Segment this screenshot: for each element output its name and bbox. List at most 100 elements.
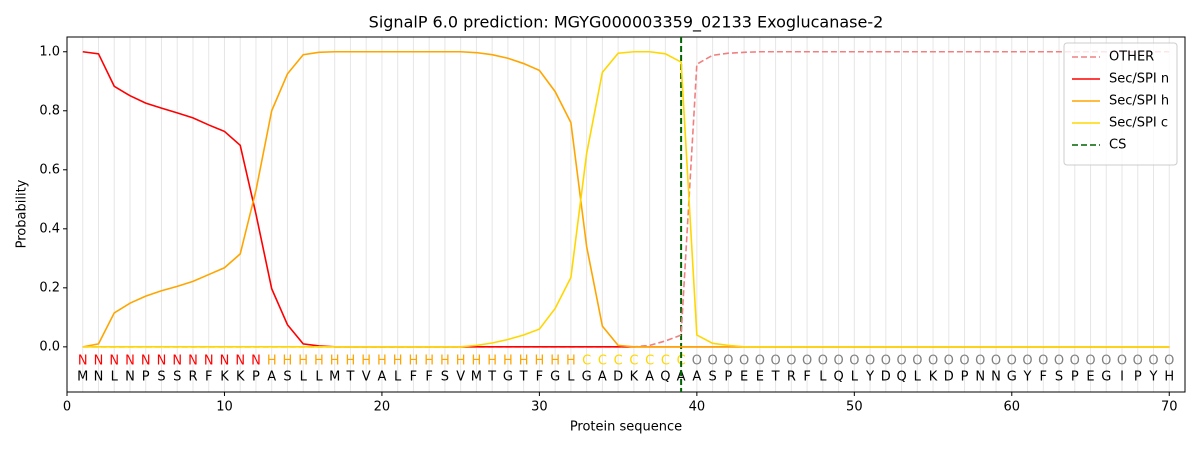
sequence-letter: R — [188, 370, 197, 385]
y-tick-label: 0.8 — [39, 103, 60, 118]
residue-label: O — [928, 354, 938, 369]
sequence-letter: E — [756, 370, 764, 385]
sequence-letter: Y — [1149, 370, 1158, 385]
legend-label: OTHER — [1109, 50, 1154, 65]
sequence-letter: A — [692, 370, 701, 385]
x-tick-label: 30 — [531, 400, 548, 415]
residue-label: O — [1007, 354, 1017, 369]
sequence-letter: F — [536, 370, 543, 385]
residue-label: O — [1101, 354, 1111, 369]
sequence-letter: F — [425, 370, 432, 385]
residue-label: N — [188, 354, 198, 369]
y-tick-label: 0.2 — [39, 280, 60, 295]
residue-label: H — [550, 354, 560, 369]
sequence-letter: T — [345, 370, 354, 385]
legend-label: Sec/SPI h — [1109, 94, 1169, 109]
residue-label: H — [535, 354, 545, 369]
residue-label: N — [251, 354, 261, 369]
residue-label: O — [818, 354, 828, 369]
residue-label: N — [204, 354, 214, 369]
sequence-letter: G — [582, 370, 592, 385]
x-tick-label: 0 — [63, 400, 71, 415]
residue-label: N — [125, 354, 135, 369]
sequence-letter: S — [157, 370, 165, 385]
sequence-letter: D — [881, 370, 891, 385]
residue-label: O — [1070, 354, 1080, 369]
residue-label: C — [661, 354, 670, 369]
residue-label: O — [723, 354, 733, 369]
residue-label: N — [157, 354, 167, 369]
sequence-letter: S — [708, 370, 716, 385]
y-tick-label: 1.0 — [39, 44, 60, 59]
residue-label: O — [802, 354, 812, 369]
sequence-letter: S — [283, 370, 291, 385]
residue-label: O — [833, 354, 843, 369]
residue-label: O — [786, 354, 796, 369]
legend-label: Sec/SPI n — [1109, 72, 1169, 87]
sequence-letter: K — [929, 370, 938, 385]
sequence-letter: R — [787, 370, 796, 385]
sequence-letter: N — [975, 370, 985, 385]
sequence-letter: D — [944, 370, 954, 385]
residue-label: N — [172, 354, 182, 369]
sequence-letter: N — [991, 370, 1001, 385]
x-axis-label: Protein sequence — [570, 420, 682, 435]
residue-label: N — [109, 354, 119, 369]
residue-label: O — [1038, 354, 1048, 369]
sequence-letter: S — [1055, 370, 1063, 385]
sequence-letter: Q — [833, 370, 843, 385]
residue-label: O — [849, 354, 859, 369]
sequence-letter: L — [914, 370, 922, 385]
sequence-letter: Q — [896, 370, 906, 385]
sequence-letter: P — [142, 370, 150, 385]
residue-label: O — [1022, 354, 1032, 369]
residue-label: O — [1117, 354, 1127, 369]
residue-label: H — [519, 354, 529, 369]
x-tick-label: 40 — [689, 400, 706, 415]
x-tick-label: 70 — [1161, 400, 1178, 415]
sequence-letter: G — [1007, 370, 1017, 385]
sequence-letter: L — [315, 370, 323, 385]
sequence-letter: L — [394, 370, 402, 385]
plot-frame — [66, 36, 1186, 393]
sequence-letter: M — [471, 370, 482, 385]
legend: OTHER Sec/SPI n Sec/SPI h Sec/SPI c CS — [1063, 42, 1178, 166]
residue-label: O — [896, 354, 906, 369]
x-tick-label: 60 — [1004, 400, 1021, 415]
residue-label: H — [424, 354, 434, 369]
sequence-letter: F — [410, 370, 417, 385]
sequence-letter: K — [236, 370, 245, 385]
sequence-letter: S — [441, 370, 449, 385]
sequence-letter: F — [205, 370, 212, 385]
sequence-letter: S — [173, 370, 181, 385]
sequence-letter: M — [77, 370, 88, 385]
residue-label: N — [235, 354, 245, 369]
residue-label: O — [912, 354, 922, 369]
sequence-letter: E — [1086, 370, 1094, 385]
chart-title: SignalP 6.0 prediction: MGYG000003359_02… — [369, 13, 884, 33]
residue-label: C — [614, 354, 623, 369]
sequence-letter: P — [252, 370, 260, 385]
residue-label: N — [78, 354, 88, 369]
residue-label: H — [298, 354, 308, 369]
sequence-letter: T — [487, 370, 496, 385]
sequence-letter: M — [329, 370, 340, 385]
residue-label: C — [629, 354, 638, 369]
sequence-letter: G — [503, 370, 513, 385]
sequence-letter: H — [1164, 370, 1174, 385]
residue-label: H — [472, 354, 482, 369]
sequence-letter: P — [961, 370, 969, 385]
sequence-letter: G — [550, 370, 560, 385]
residue-label: O — [1148, 354, 1158, 369]
residue-label: O — [959, 354, 969, 369]
residue-label: O — [975, 354, 985, 369]
residue-label: O — [739, 354, 749, 369]
sequence-letter: K — [220, 370, 229, 385]
sequence-letter: A — [377, 370, 386, 385]
series-line — [82, 50, 1170, 348]
residue-label: H — [393, 354, 403, 369]
residue-label: H — [283, 354, 293, 369]
sequence-letter: L — [567, 370, 575, 385]
residue-label: N — [220, 354, 230, 369]
sequence-letter: N — [125, 370, 135, 385]
